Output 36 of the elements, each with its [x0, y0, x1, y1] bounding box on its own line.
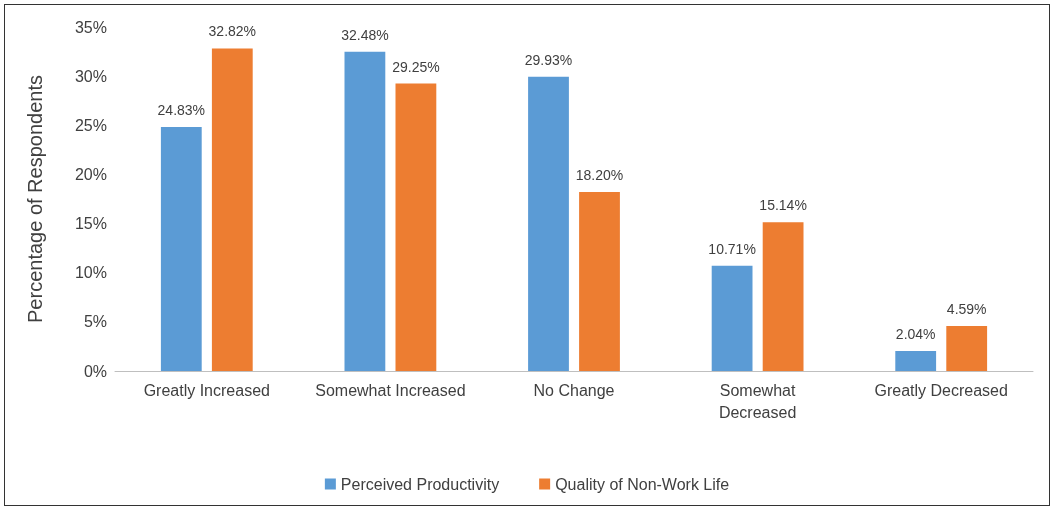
data-label: 4.59% [946, 300, 987, 317]
x-tick-label: Somewhat Increased [315, 381, 466, 399]
bar [211, 48, 253, 371]
bar [711, 265, 753, 371]
data-label: 29.25% [392, 58, 440, 75]
bar [160, 126, 202, 371]
bar [895, 350, 937, 371]
bar [946, 325, 988, 371]
bar [579, 192, 620, 371]
bar [395, 83, 437, 371]
data-label: 18.20% [575, 167, 624, 184]
bar [344, 51, 386, 371]
bar [762, 222, 804, 371]
data-label: 29.93% [524, 51, 573, 68]
y-tick-label: 20% [74, 165, 107, 183]
y-tick-label: 0% [83, 362, 107, 380]
data-label: 10.71% [708, 240, 756, 257]
legend-label: Perceived Productivity [340, 475, 500, 493]
x-tick-label: No Change [533, 381, 615, 399]
bar [528, 76, 569, 371]
data-label: 24.83% [157, 101, 206, 118]
y-axis-title: Percentage of Respondents [24, 75, 46, 323]
y-tick-label: 5% [83, 313, 107, 331]
data-label: 2.04% [895, 325, 936, 342]
data-label: 15.14% [759, 197, 807, 214]
x-tick-label: Greatly Increased [143, 381, 270, 399]
y-tick-label: 10% [74, 264, 107, 282]
data-label: 32.82% [208, 23, 257, 40]
x-tick-label: Somewhat Decreased [718, 381, 797, 421]
x-tick-label: Greatly Decreased [874, 381, 1008, 399]
y-tick-label: 15% [74, 215, 107, 233]
y-tick-label: 25% [74, 116, 107, 134]
legend-label: Quality of Non-Work Life [555, 475, 730, 493]
data-label: 32.48% [341, 26, 389, 43]
y-tick-label: 30% [74, 67, 107, 85]
y-tick-label: 35% [74, 18, 107, 36]
